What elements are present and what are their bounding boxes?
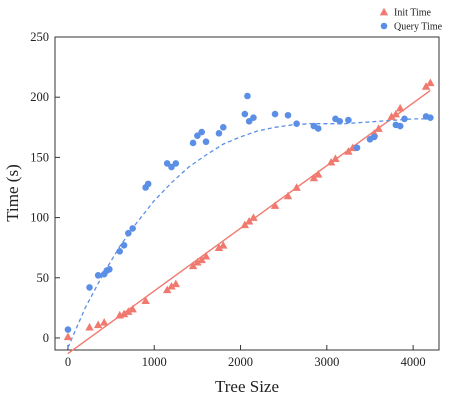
x-tick-label: 4000: [401, 355, 426, 369]
init-time-point: [93, 320, 103, 329]
init-time-point: [344, 147, 353, 155]
legend-init-time-marker: [379, 7, 389, 16]
query-time-point: [401, 115, 408, 123]
init-time-point: [331, 154, 340, 162]
init-time-point: [249, 213, 258, 221]
query-time-point: [370, 133, 378, 141]
x-tick-label: 1000: [142, 355, 167, 369]
query-time-point: [202, 138, 210, 146]
y-tick-label: 0: [43, 331, 49, 345]
init-time-point: [374, 124, 383, 132]
init-time-point: [197, 255, 206, 264]
init-time-point: [201, 251, 211, 260]
query-time-point: [241, 110, 249, 118]
init-time-point: [162, 285, 172, 294]
y-axis-title: Time (s): [3, 164, 22, 221]
query-time-point: [345, 116, 352, 124]
query-time-point: [172, 160, 180, 167]
axis-ticks: 0 1000 2000 3000 4000 0 50 100 150 200 250: [30, 30, 425, 369]
y-tick-label: 200: [30, 90, 49, 104]
init-time-point: [85, 322, 94, 331]
query-time-point: [314, 125, 322, 132]
query-time-point: [396, 122, 404, 130]
init-time-point: [244, 216, 254, 225]
y-tick-label: 100: [30, 211, 49, 225]
init-time-point: [391, 109, 401, 118]
query-time-point: [106, 266, 113, 273]
init-time-point: [313, 170, 323, 178]
x-axis-title: Tree Size: [215, 377, 279, 396]
init-time-point: [63, 332, 73, 341]
y-tick-label: 150: [30, 150, 49, 164]
init-time-point: [119, 309, 129, 318]
query-time-point: [427, 114, 434, 121]
plot-frame: [54, 36, 440, 351]
query-time-point: [64, 326, 72, 333]
init-time-point: [270, 201, 280, 209]
init-time-point: [283, 191, 293, 200]
legend-query-time-marker: [380, 22, 388, 30]
query-time-point: [194, 132, 201, 140]
query-time-point: [198, 128, 205, 136]
init-time-point: [171, 279, 181, 288]
query-time-point: [244, 92, 251, 100]
x-tick-label: 0: [65, 355, 71, 369]
init-time-point: [387, 112, 396, 120]
query-time-point: [94, 272, 102, 279]
y-tick-label: 50: [37, 271, 50, 285]
init-time-point: [309, 173, 319, 182]
init-time-point: [326, 158, 336, 166]
query-time-point: [271, 110, 279, 118]
init-time-point: [426, 78, 435, 87]
y-tick-label: 250: [30, 30, 49, 44]
init-time-point: [219, 241, 228, 249]
query-time-point: [189, 139, 197, 147]
init-time-point: [124, 307, 133, 315]
init-time-point: [141, 296, 150, 305]
init-time-point: [193, 257, 202, 266]
query-time-point: [86, 284, 93, 291]
query-time-point: [144, 180, 152, 188]
init-time-point: [395, 103, 405, 112]
legend-label: Query Time: [394, 22, 443, 33]
data-points: [63, 78, 435, 341]
init-time-point: [214, 243, 224, 252]
query-time-point: [293, 120, 300, 127]
query-time-point: [245, 117, 253, 125]
query-time-point: [168, 163, 175, 171]
x-tick-label: 2000: [228, 355, 253, 369]
query-time-point: [129, 225, 136, 232]
init-time-point: [128, 304, 137, 313]
query-time-point: [125, 229, 132, 237]
init-time-point: [292, 183, 301, 191]
query-time-point: [336, 117, 344, 125]
query-time-point: [353, 144, 361, 152]
legend: Init Time Query Time: [379, 7, 443, 33]
init-time-point: [99, 318, 109, 326]
query-time-point: [120, 241, 128, 249]
query-time-point: [116, 247, 124, 255]
init-time-point: [167, 281, 176, 290]
init-time-point: [188, 261, 198, 270]
legend-label: Init Time: [394, 8, 432, 19]
query-time-point: [215, 130, 223, 137]
x-tick-label: 3000: [314, 355, 339, 369]
query-time-point: [250, 114, 257, 121]
query-time-point: [219, 123, 227, 131]
query-time-point: [163, 160, 171, 167]
query-time-point: [284, 111, 292, 119]
init-time-point: [421, 82, 431, 90]
init-time-point: [240, 220, 250, 229]
